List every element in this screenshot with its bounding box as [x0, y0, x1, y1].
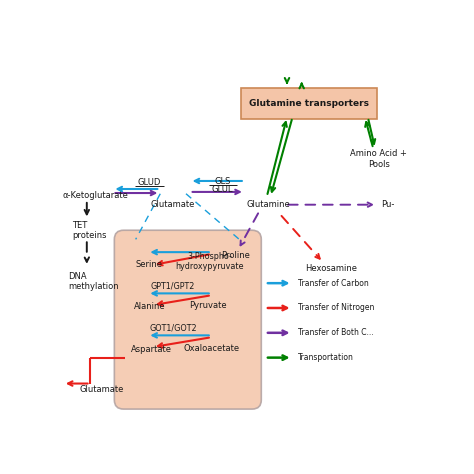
Text: Proline: Proline: [221, 251, 250, 260]
Text: α-Ketoglutarate: α-Ketoglutarate: [63, 191, 129, 200]
Text: GLS: GLS: [215, 177, 231, 186]
Text: Hexosamine: Hexosamine: [305, 264, 357, 273]
Text: Glutamine: Glutamine: [247, 200, 291, 209]
Text: Pu-: Pu-: [381, 200, 394, 209]
Text: GLUD: GLUD: [137, 178, 161, 187]
Text: Transfer of Both C...: Transfer of Both C...: [298, 328, 374, 337]
Text: 3-Phospho-
hydroxypyruvate: 3-Phospho- hydroxypyruvate: [175, 252, 244, 271]
Text: DNA
methylation: DNA methylation: [68, 272, 119, 291]
Text: Serine: Serine: [136, 260, 163, 269]
Text: Pyruvate: Pyruvate: [189, 301, 227, 310]
Text: Glutamate: Glutamate: [151, 200, 195, 209]
Text: GOT1/GOT2: GOT1/GOT2: [149, 323, 197, 332]
Text: Amino Acid +
Pools: Amino Acid + Pools: [350, 149, 407, 169]
Text: Oxaloacetate: Oxaloacetate: [183, 345, 240, 353]
Text: Transportation: Transportation: [298, 353, 354, 362]
Text: Transfer of Carbon: Transfer of Carbon: [298, 279, 369, 288]
Text: Alanine: Alanine: [134, 302, 165, 311]
Text: Transfer of Nitrogen: Transfer of Nitrogen: [298, 303, 374, 312]
Text: GPT1/GPT2: GPT1/GPT2: [151, 281, 195, 290]
Text: Aspartate: Aspartate: [131, 345, 172, 354]
FancyBboxPatch shape: [114, 230, 261, 409]
Text: Glutamate: Glutamate: [79, 384, 124, 393]
Text: GLUL: GLUL: [212, 184, 234, 193]
Text: Glutamine transporters: Glutamine transporters: [249, 99, 369, 108]
Text: TET
proteins: TET proteins: [72, 220, 107, 240]
FancyBboxPatch shape: [241, 88, 377, 119]
